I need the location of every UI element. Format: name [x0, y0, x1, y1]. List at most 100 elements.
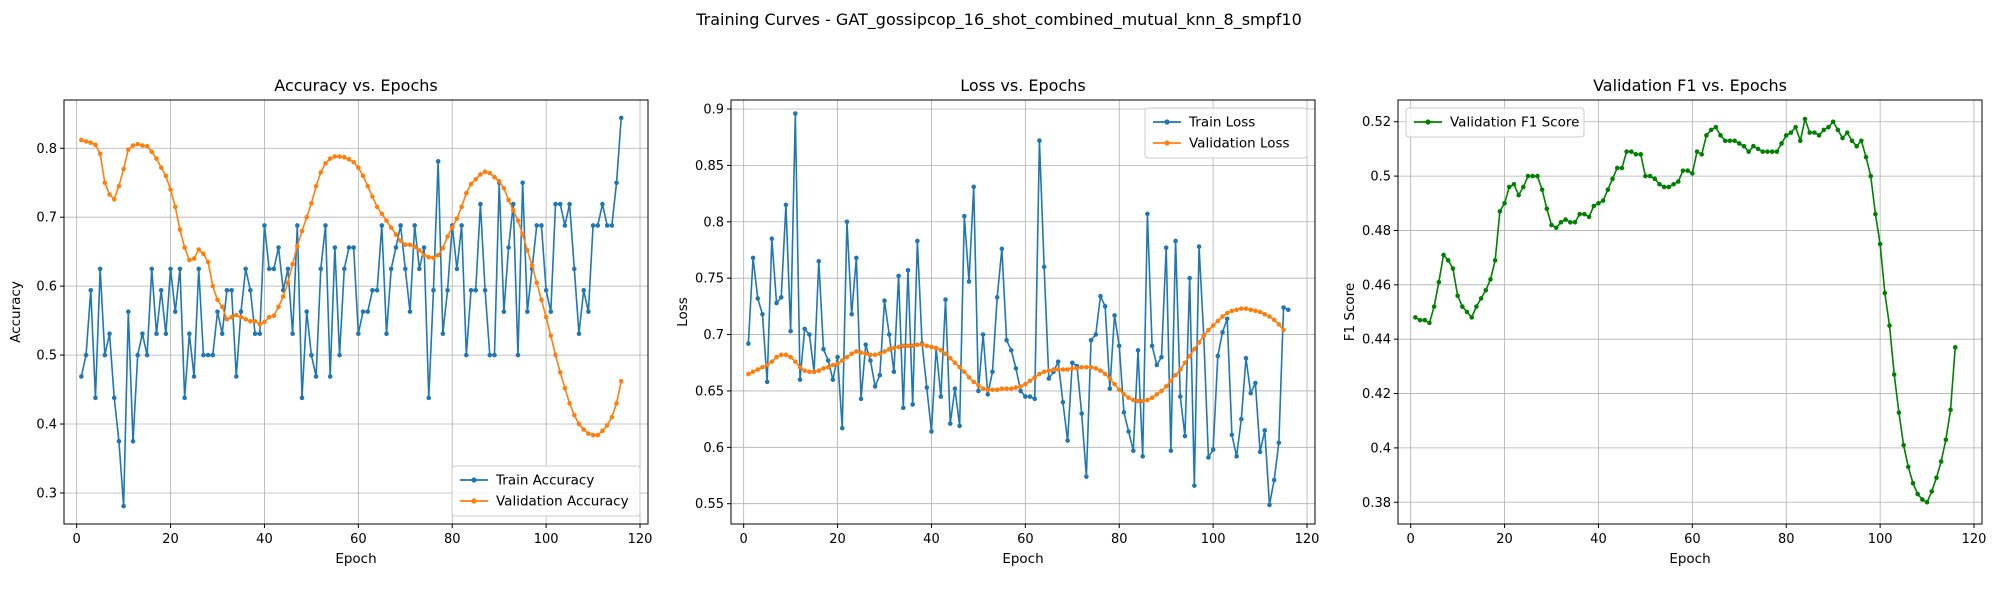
data-point [821, 366, 826, 371]
data-point [1238, 416, 1244, 422]
data-point [1210, 447, 1216, 452]
data-point [1741, 143, 1747, 149]
data-point [783, 352, 789, 358]
data-point [88, 140, 94, 146]
data-point [1586, 214, 1592, 220]
data-point [1102, 304, 1108, 309]
data-point [746, 371, 751, 377]
data-point [1751, 143, 1756, 149]
data-point [459, 204, 464, 210]
data-point [238, 314, 244, 320]
data-point [102, 180, 108, 186]
data-point [614, 401, 619, 406]
data-point [276, 245, 281, 250]
data-point [346, 156, 352, 162]
data-point [590, 432, 596, 438]
data-point [487, 170, 493, 176]
data-point [97, 151, 103, 157]
data-point [1469, 315, 1475, 320]
data-point [1187, 353, 1192, 359]
data-point [1084, 474, 1089, 479]
data-point [1567, 220, 1573, 225]
data-point [191, 374, 197, 379]
data-point [412, 223, 417, 228]
data-point [1051, 367, 1056, 372]
data-point [788, 328, 793, 334]
data-point [1145, 211, 1150, 217]
data-point [985, 387, 991, 393]
x-tick-label: 100 [1201, 532, 1226, 547]
data-point [872, 352, 878, 358]
chart-title: Accuracy vs. Epochs [274, 76, 437, 95]
data-point [1826, 124, 1831, 130]
data-point [1262, 311, 1268, 317]
data-point [337, 154, 342, 159]
x-tick-label: 120 [1295, 532, 1320, 547]
data-point [79, 374, 84, 379]
data-point [976, 382, 981, 388]
data-point [1008, 386, 1014, 391]
data-point [1920, 497, 1925, 502]
data-point [1539, 187, 1545, 192]
data-point [356, 331, 361, 337]
data-point [1206, 327, 1211, 333]
data-point [1196, 340, 1202, 345]
data-point [412, 244, 417, 250]
data-point [1483, 287, 1489, 293]
data-point [341, 266, 347, 272]
legend-label: Train Loss [1188, 115, 1255, 131]
x-tick-label: 60 [1017, 532, 1034, 547]
data-point [210, 283, 216, 289]
data-point [182, 395, 187, 401]
data-point [600, 201, 605, 207]
data-point [1065, 438, 1070, 443]
data-point [1248, 390, 1253, 396]
data-point [478, 201, 483, 207]
data-point [1159, 354, 1164, 360]
data-point [309, 352, 314, 358]
data-point [1177, 367, 1183, 372]
data-point [1553, 225, 1559, 231]
data-point [1755, 146, 1761, 152]
data-point [1055, 367, 1061, 372]
data-point [1116, 343, 1122, 349]
data-point [849, 351, 854, 357]
data-point [388, 266, 394, 272]
data-point [1844, 130, 1850, 135]
data-point [154, 331, 159, 337]
x-axis-label: Epoch [335, 551, 376, 567]
data-point [924, 385, 930, 390]
series-0 [746, 111, 1291, 508]
data-point [581, 427, 586, 432]
data-point [1032, 375, 1038, 380]
data-point [769, 359, 775, 364]
data-point [370, 194, 375, 199]
data-point [793, 111, 798, 116]
data-point [210, 352, 216, 358]
data-point [1840, 135, 1845, 141]
data-point [830, 377, 836, 382]
data-point [219, 331, 225, 337]
legend-marker [471, 477, 477, 483]
data-point [534, 280, 540, 285]
data-point [854, 349, 859, 354]
data-point [825, 358, 831, 363]
data-point [1478, 296, 1484, 301]
data-point [1929, 489, 1935, 494]
data-point [459, 223, 464, 228]
data-point [1262, 428, 1268, 433]
data-point [586, 309, 591, 314]
data-point [1131, 397, 1136, 403]
data-point [966, 279, 972, 284]
data-point [618, 115, 624, 121]
y-tick-label: 0.9 [703, 103, 724, 118]
data-point [1488, 277, 1493, 282]
data-point [144, 143, 150, 149]
data-point [290, 331, 295, 337]
data-point [1455, 293, 1460, 298]
data-point [1952, 345, 1958, 350]
data-point [248, 287, 253, 293]
data-point [1220, 329, 1225, 335]
data-point [280, 294, 286, 299]
data-point [971, 379, 977, 385]
